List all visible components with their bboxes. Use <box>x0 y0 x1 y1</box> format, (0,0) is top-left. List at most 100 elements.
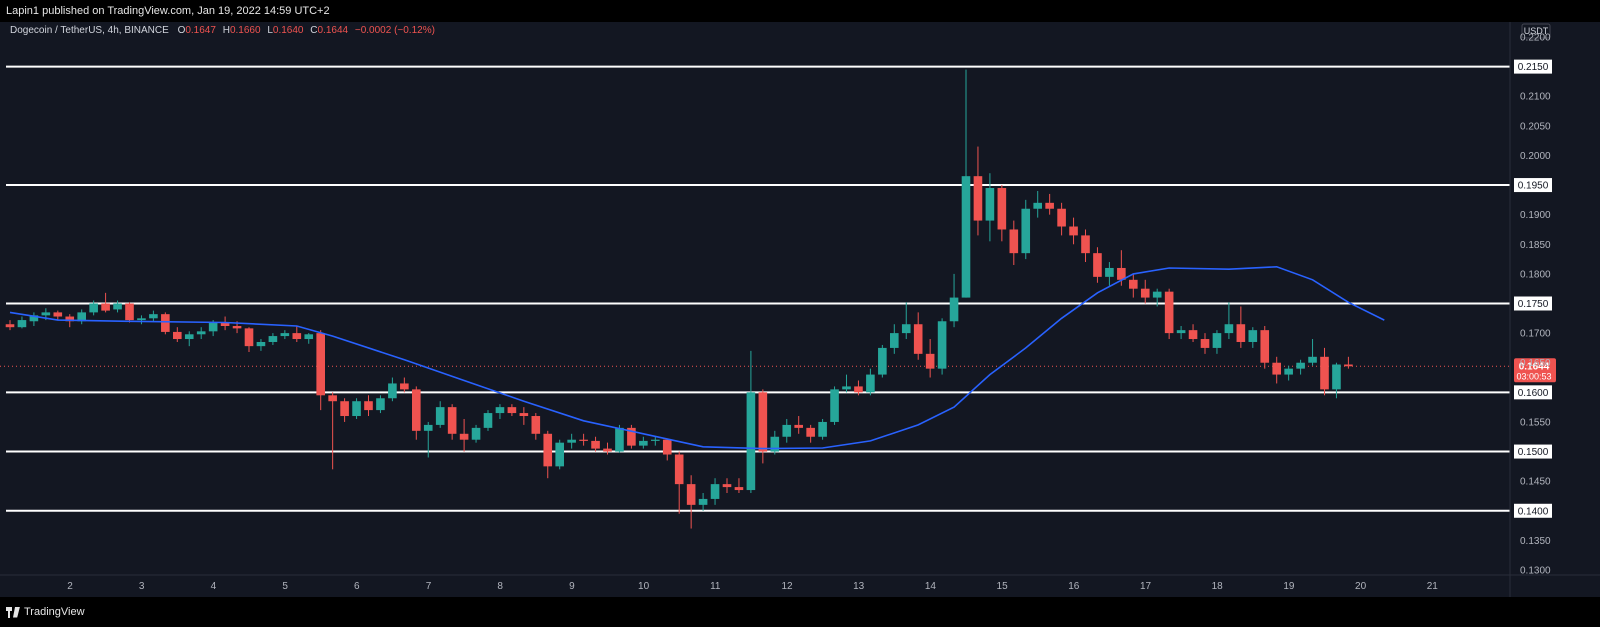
candle-body <box>1009 229 1019 254</box>
candle-body <box>746 392 756 491</box>
time-tick-label: 13 <box>853 581 865 592</box>
candle-body <box>901 324 911 334</box>
candle-body <box>662 439 672 455</box>
candle-body <box>543 433 553 467</box>
price-tick-label: 0.1700 <box>1520 329 1551 340</box>
time-tick-label: 4 <box>211 581 217 592</box>
candle-body <box>280 333 290 337</box>
price-tick-label: 0.1450 <box>1520 477 1551 488</box>
level-price-tag <box>1514 444 1552 459</box>
candle-body <box>1260 330 1270 363</box>
candle-body <box>304 334 314 340</box>
candle-body <box>794 424 804 428</box>
candle-body <box>196 331 206 335</box>
candle-body <box>340 401 349 417</box>
candle-body <box>925 353 935 369</box>
candle-body <box>459 433 469 440</box>
tradingview-logo[interactable]: TradingView <box>6 606 85 618</box>
candle-body <box>208 322 218 332</box>
candle-body <box>1188 330 1198 340</box>
time-tick-label: 18 <box>1212 581 1224 592</box>
candle-body <box>65 316 75 322</box>
candle-body <box>758 392 768 452</box>
candle-body <box>650 439 660 441</box>
candle-body <box>1344 364 1353 367</box>
candle-body <box>734 487 744 491</box>
level-price-tag <box>1514 385 1552 400</box>
level-price-tag <box>1514 59 1552 74</box>
candle-body <box>722 484 732 488</box>
price-tick-label: 0.1900 <box>1520 210 1551 221</box>
candle-body <box>1117 267 1126 280</box>
candle-body <box>400 383 409 390</box>
chart-area[interactable]: 0.2150 0.1950 0.1750 0.1600 0.1500 0.1400 0.16… <box>0 22 1600 597</box>
current-price-label: 0.1644 <box>1519 361 1550 372</box>
candles <box>5 69 1353 529</box>
candle-body <box>77 312 87 322</box>
currency-badge <box>1521 23 1551 39</box>
time-tick-label: 2 <box>67 581 73 592</box>
candle-body <box>1284 368 1293 375</box>
time-tick-label: 6 <box>354 581 360 592</box>
current-price-tag <box>1514 358 1556 383</box>
candle-body <box>770 436 780 452</box>
candle-body <box>782 424 792 437</box>
level-price-label: 0.1400 <box>1518 506 1549 517</box>
time-tick-label: 21 <box>1427 581 1439 592</box>
candle-body <box>53 312 63 317</box>
candle-body <box>806 427 815 437</box>
candle-body <box>1320 356 1329 390</box>
bar-countdown-label: 03:00:53 <box>1516 371 1551 381</box>
candle-body <box>818 421 827 437</box>
tradingview-icon <box>6 606 20 618</box>
publish-bar: Lapin1 published on TradingView.com, Jan… <box>0 0 1600 22</box>
candle-body <box>220 322 230 327</box>
candle-body <box>830 389 839 422</box>
candle-body <box>471 427 481 440</box>
candle-body <box>961 176 971 298</box>
price-tick-label: 0.1800 <box>1520 269 1551 280</box>
candle-body <box>256 341 266 347</box>
candle-body <box>1296 362 1305 369</box>
candle-body <box>1033 202 1043 209</box>
candle-body <box>1164 291 1174 334</box>
price-chart[interactable]: 0.2150 0.1950 0.1750 0.1600 0.1500 0.1400 0.16… <box>0 22 1600 597</box>
price-tick-label: 0.2000 <box>1520 151 1551 162</box>
time-tick-label: 7 <box>426 581 432 592</box>
candle-body <box>316 333 326 396</box>
candle-body <box>531 416 541 434</box>
level-price-tag <box>1514 296 1552 311</box>
time-tick-label: 16 <box>1068 581 1080 592</box>
candle-body <box>1105 267 1114 277</box>
candle-body <box>328 395 337 402</box>
candle-body <box>674 454 684 485</box>
time-tick-label: 5 <box>282 581 288 592</box>
candle-body <box>698 498 708 505</box>
price-tick-label: 0.1850 <box>1520 240 1551 251</box>
candle-body <box>495 407 505 414</box>
candle-body <box>949 297 959 322</box>
price-tick-label: 0.1300 <box>1520 566 1551 577</box>
candle-body <box>232 326 242 329</box>
brand-name: TradingView <box>24 606 85 618</box>
candle-body <box>1057 208 1066 227</box>
currency-label: USDT <box>1524 26 1549 36</box>
ma-line <box>9 265 1385 450</box>
price-tick-label: 0.1650 <box>1520 358 1551 369</box>
candle-body <box>889 333 899 348</box>
time-tick-label: 8 <box>497 581 503 592</box>
candle-body <box>1272 362 1282 375</box>
candle-body <box>268 336 278 342</box>
candle-body <box>1248 330 1258 342</box>
footer-bar: TradingView <box>0 597 1600 627</box>
price-tick-label: 0.1550 <box>1520 417 1551 428</box>
candle-body <box>854 386 863 393</box>
time-axis[interactable]: 2 3 4 5 6 7 8 9 10 11 12 13 14 15 16 17 18 19 20 21 <box>0 574 1600 592</box>
time-tick-label: 11 <box>710 581 721 592</box>
candle-body <box>113 303 122 310</box>
candle-body <box>1093 253 1102 277</box>
candle-body <box>161 314 170 332</box>
candle-body <box>435 407 445 425</box>
candle-body <box>579 439 588 441</box>
